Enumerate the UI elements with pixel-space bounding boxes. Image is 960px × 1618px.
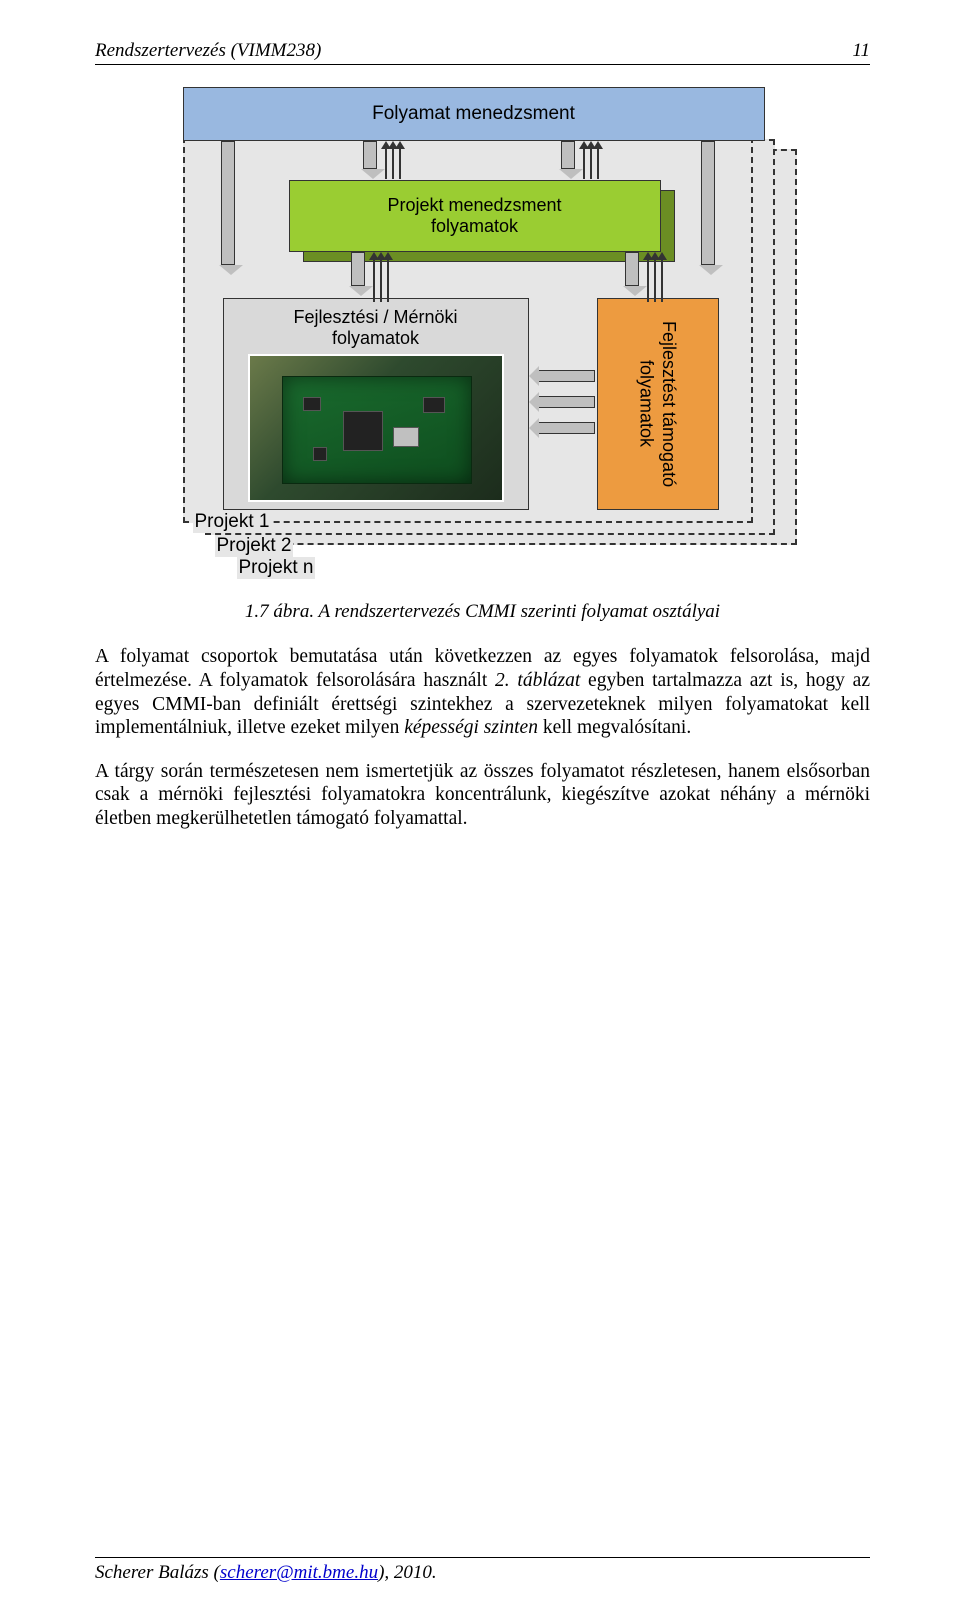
process-management-box: Folyamat menedzsment	[183, 87, 765, 141]
paragraph-1: A folyamat csoportok bemutatása után köv…	[95, 645, 870, 740]
arrow-down-icon	[361, 141, 379, 179]
arrow-down-icon	[219, 141, 237, 275]
figure-caption: 1.7 ábra. A rendszertervezés CMMI szerin…	[95, 601, 870, 623]
italic-term: képességi szinten	[404, 717, 538, 738]
engineering-box: Fejlesztési / Mérnöki folyamatok	[223, 298, 529, 510]
footer-author-prefix: Scherer Balázs (	[95, 1562, 220, 1583]
footer-suffix: ), 2010.	[378, 1562, 437, 1583]
arrow-left-icon	[529, 421, 595, 435]
header-title: Rendszertervezés (VIMM238)	[95, 40, 321, 62]
arrow-down-icon	[349, 252, 367, 296]
footer-email-link[interactable]: scherer@mit.bme.hu	[220, 1562, 378, 1583]
project-management-label-2: folyamatok	[431, 216, 518, 236]
engineering-label-2: folyamatok	[332, 328, 419, 348]
page-number: 11	[852, 40, 870, 62]
arrow-left-icon	[529, 395, 595, 409]
project-1-label: Projekt 1	[193, 511, 272, 533]
project-n-label: Projekt n	[237, 557, 316, 579]
arrow-left-icon	[529, 369, 595, 383]
pcb-photo	[248, 354, 504, 502]
page-footer: Scherer Balázs (scherer@mit.bme.hu), 201…	[95, 1557, 870, 1584]
engineering-label-1: Fejlesztési / Mérnöki	[293, 307, 457, 327]
support-label-2: folyamatok	[637, 360, 657, 447]
support-label-1: Fejlesztést támogató	[659, 321, 679, 487]
arrow-down-icon	[699, 141, 717, 275]
paragraph-2: A tárgy során természetesen nem ismertet…	[95, 760, 870, 831]
arrow-up-icon	[595, 141, 601, 179]
arrow-down-icon	[559, 141, 577, 179]
project-management-box: Projekt menedzsment folyamatok	[289, 180, 661, 252]
process-management-label: Folyamat menedzsment	[372, 103, 575, 125]
arrow-up-icon	[659, 252, 665, 302]
page-header: Rendszertervezés (VIMM238) 11	[95, 40, 870, 65]
italic-ref: 2. táblázat	[495, 670, 580, 691]
figure: Folyamat menedzsment	[163, 87, 803, 587]
arrow-up-icon	[385, 252, 391, 302]
arrow-up-icon	[397, 141, 403, 179]
support-processes-box: Fejlesztést támogató folyamatok	[597, 298, 719, 510]
project-2-label: Projekt 2	[215, 535, 294, 557]
arrow-down-icon	[623, 252, 641, 296]
process-diagram: Folyamat menedzsment	[163, 87, 803, 587]
project-management-label-1: Projekt menedzsment	[387, 195, 561, 215]
